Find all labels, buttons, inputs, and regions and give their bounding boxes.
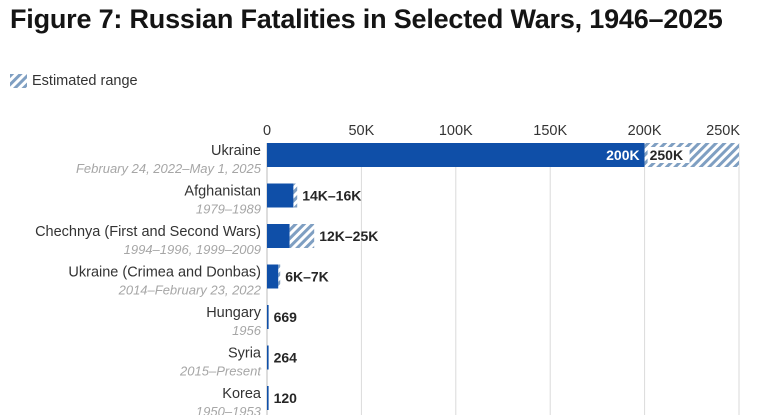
x-axis-ticks: 0 50K 100K 150K 200K 250K xyxy=(263,123,740,139)
x-tick-label: 250K xyxy=(706,123,740,139)
category-date-range: 2015–Present xyxy=(179,364,262,379)
category-label: Ukraine xyxy=(211,143,261,159)
category-date-range: 1950–1953 xyxy=(196,404,262,415)
bar-estimated-range xyxy=(289,224,315,248)
data-label: 669 xyxy=(274,309,298,325)
category-label: Ukraine (Crimea and Donbas) xyxy=(68,265,261,281)
data-label: 120 xyxy=(274,390,298,406)
legend: Estimated range xyxy=(10,73,138,89)
bar-low-estimate xyxy=(267,224,290,248)
bar-low-estimate xyxy=(267,305,269,329)
legend-label: Estimated range xyxy=(32,73,138,89)
data-label: 12K–25K xyxy=(319,228,378,244)
bars: 200K 250K 14K–16K 12K–25K 6K–7K 669 264 120 xyxy=(267,143,739,410)
x-tick-label: 150K xyxy=(533,123,567,139)
category-date-range: 1956 xyxy=(232,323,262,338)
bar-estimated-range xyxy=(278,264,281,289)
bar-estimated-range xyxy=(293,183,298,208)
category-label: Hungary xyxy=(206,305,262,321)
category-date-range: February 24, 2022–May 1, 2025 xyxy=(76,161,262,176)
x-tick-label: 50K xyxy=(348,123,374,139)
data-label: 14K–16K xyxy=(302,188,361,204)
gridlines xyxy=(266,143,740,415)
x-tick-label: 200K xyxy=(628,123,662,139)
data-label: 264 xyxy=(274,350,298,366)
data-label-high-bg xyxy=(647,147,690,163)
category-date-range: 2014–February 23, 2022 xyxy=(118,283,262,298)
category-label: Korea xyxy=(222,386,262,402)
category-label: Syria xyxy=(228,346,262,362)
bar-low-estimate xyxy=(267,386,269,410)
legend-hatch-swatch xyxy=(10,74,27,88)
bar-low-estimate xyxy=(267,264,279,289)
data-label-low: 200K xyxy=(606,147,639,163)
chart-title: Figure 7: Russian Fatalities in Selected… xyxy=(10,4,723,34)
category-date-range: 1979–1989 xyxy=(196,202,261,217)
x-tick-label: 100K xyxy=(439,123,473,139)
category-label: Afghanistan xyxy=(184,184,261,200)
category-label: Chechnya (First and Second Wars) xyxy=(35,224,261,240)
data-label: 6K–7K xyxy=(285,269,329,285)
bar-low-estimate xyxy=(267,345,269,370)
x-tick-label: 0 xyxy=(263,123,271,139)
bar-low-estimate xyxy=(267,143,645,167)
category-labels: Ukraine February 24, 2022–May 1, 2025 Afgh… xyxy=(35,143,262,415)
data-label-high: 250K xyxy=(650,147,683,163)
category-date-range: 1994–1996, 1999–2009 xyxy=(124,242,261,257)
bar-low-estimate xyxy=(267,183,294,208)
